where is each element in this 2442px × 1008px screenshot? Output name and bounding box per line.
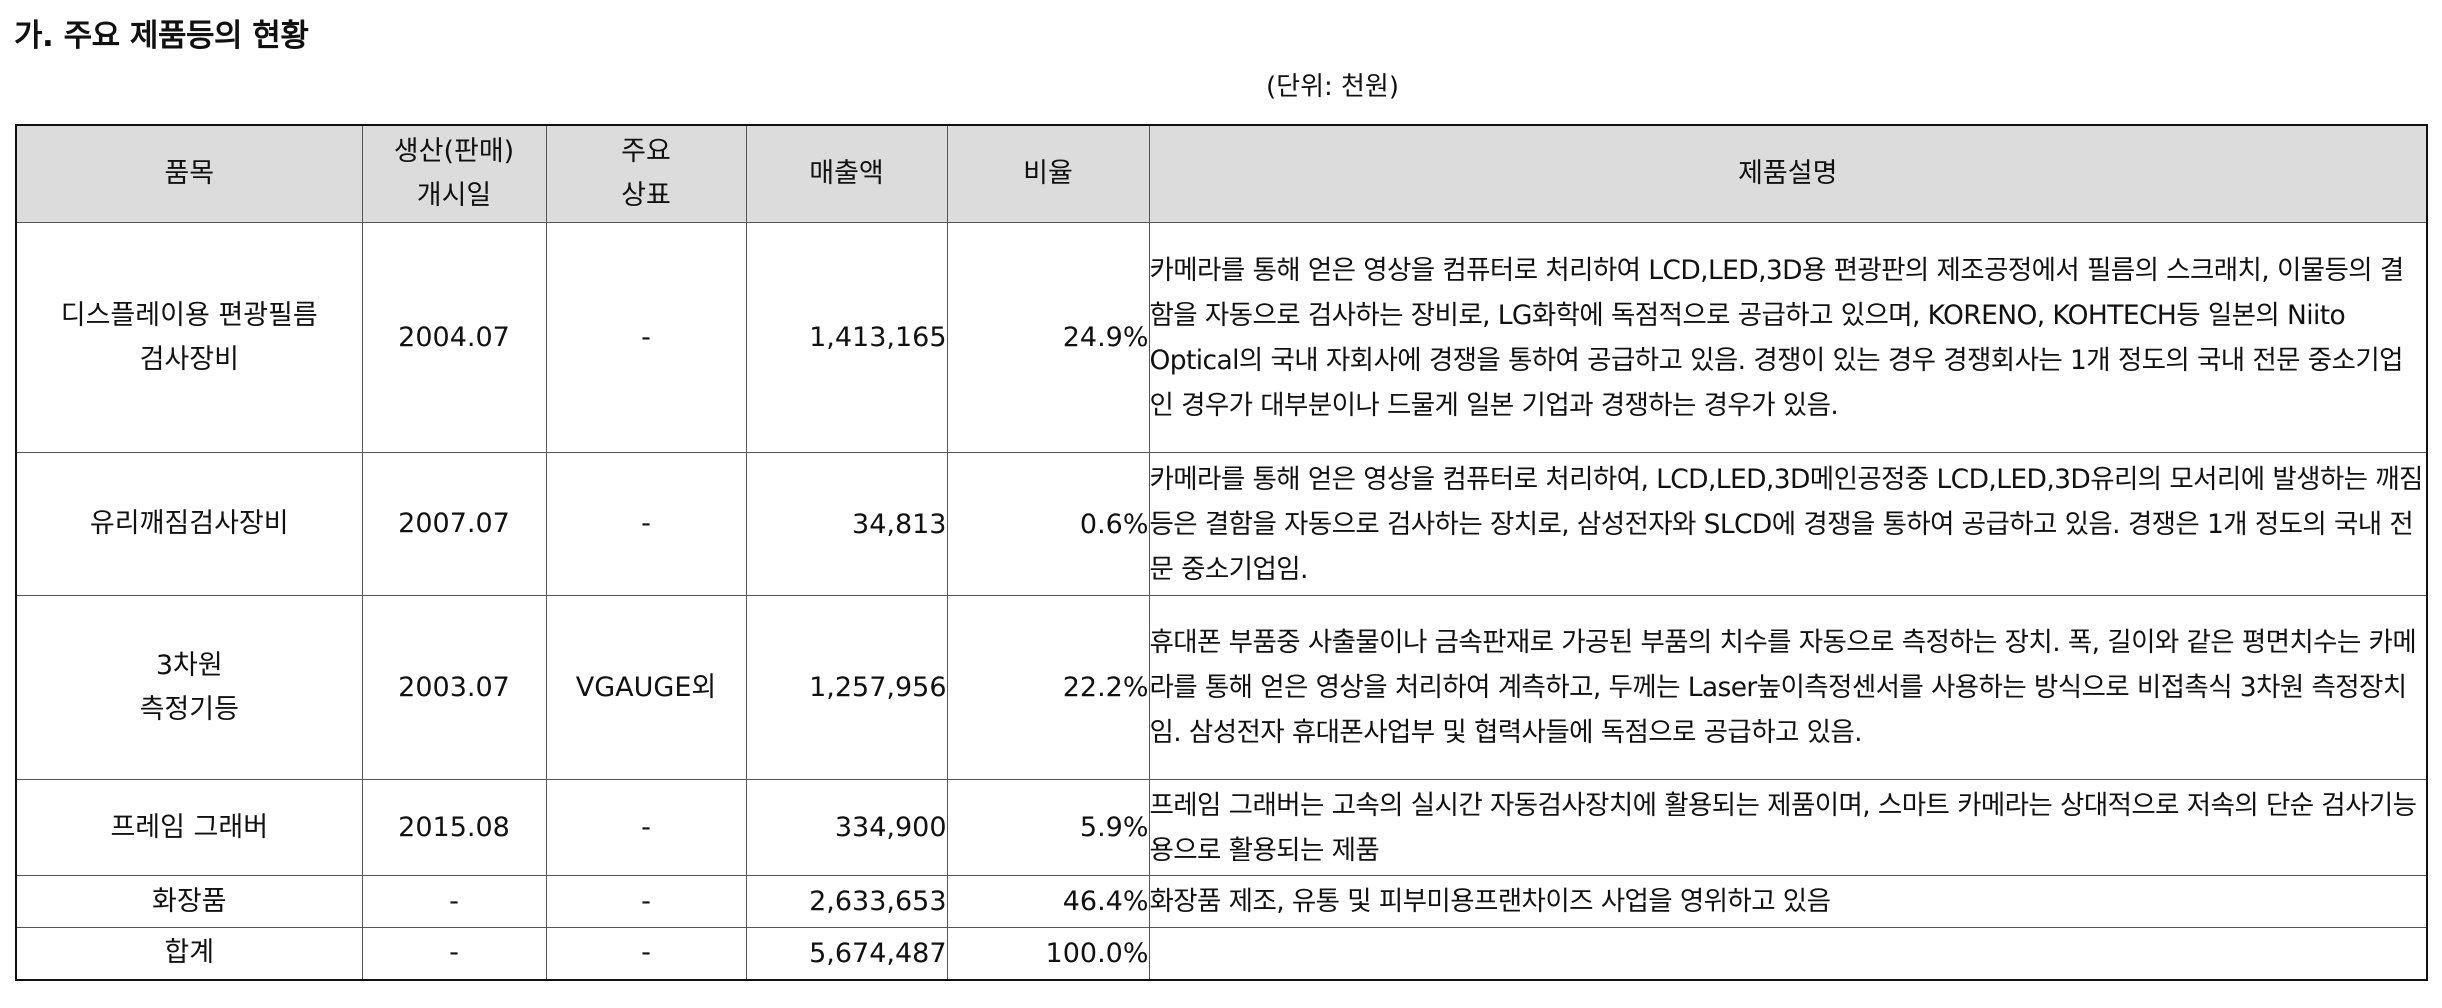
start-date-cell: 2004.07: [361, 222, 547, 453]
header-ratio: 비율: [946, 124, 1150, 223]
sales-cell: 34,813: [745, 452, 948, 596]
sales-cell: 5,674,487: [745, 927, 948, 980]
sales-cell: 1,413,165: [745, 222, 948, 453]
table-row: 유리깨짐검사장비 2007.07 - 34,813 0.6% 카메라를 통해 얻…: [15, 452, 2428, 596]
brand-cell: -: [545, 779, 747, 876]
table-header-row: 품목 생산(판매) 개시일 주요 상표 매출액 비율 제품설명: [15, 124, 2428, 223]
brand-cell: -: [545, 875, 747, 928]
item-name-line1: 유리깨짐검사장비: [89, 508, 289, 539]
item-name-line1: 디스플레이용 편광필름: [60, 299, 318, 331]
ratio-cell: 0.6%: [946, 452, 1150, 596]
header-sales: 매출액: [745, 124, 948, 223]
description-cell: [1148, 927, 2428, 980]
item-name-line2: 검사장비: [139, 343, 239, 375]
sales-cell: 334,900: [745, 779, 948, 876]
header-start-date-line1: 생산(판매): [393, 136, 515, 167]
table-row: 화장품 - - 2,633,653 46.4% 화장품 제조, 유통 및 피부미…: [15, 875, 2428, 928]
brand-cell: -: [545, 452, 747, 596]
header-item: 품목: [15, 124, 363, 223]
brand-cell: -: [545, 927, 747, 980]
ratio-cell: 22.2%: [946, 595, 1150, 780]
item-name-line1: 화장품: [151, 885, 227, 917]
brand-cell: VGAUGE외: [545, 595, 747, 780]
table-row: 디스플레이용 편광필름 검사장비 2004.07 - 1,413,165 24.…: [15, 222, 2428, 453]
unit-note: (단위: 천원): [1266, 72, 1399, 102]
header-brand-line2: 상표: [621, 180, 671, 211]
header-start-date-line2: 개시일: [416, 180, 492, 211]
ratio-cell: 100.0%: [946, 927, 1150, 980]
start-date-cell: 2003.07: [361, 595, 547, 780]
item-name-line2: 측정기등: [139, 693, 239, 725]
table-row: 3차원 측정기등 2003.07 VGAUGE외 1,257,956 22.2%…: [15, 595, 2428, 780]
item-cell: 합계: [15, 927, 363, 980]
header-start-date: 생산(판매) 개시일: [361, 124, 547, 223]
description-cell: 프레임 그래버는 고속의 실시간 자동검사장치에 활용되는 제품이며, 스마트 …: [1148, 779, 2428, 876]
start-date-cell: -: [361, 875, 547, 928]
brand-cell: -: [545, 222, 747, 453]
table-row: 프레임 그래버 2015.08 - 334,900 5.9% 프레임 그래버는 …: [15, 779, 2428, 876]
header-brand-line1: 주요: [621, 136, 671, 167]
start-date-cell: -: [361, 927, 547, 980]
description-cell: 카메라를 통해 얻은 영상을 컴퓨터로 처리하여, LCD,LED,3D메인공정…: [1148, 452, 2428, 596]
description-cell: 카메라를 통해 얻은 영상을 컴퓨터로 처리하여 LCD,LED,3D용 편광판…: [1148, 222, 2428, 453]
header-description: 제품설명: [1148, 124, 2428, 223]
item-cell: 3차원 측정기등: [15, 595, 363, 780]
item-name-line1: 합계: [164, 937, 215, 969]
sales-cell: 1,257,956: [745, 595, 948, 780]
ratio-cell: 24.9%: [946, 222, 1150, 453]
table-total-row: 합계 - - 5,674,487 100.0%: [15, 927, 2428, 980]
header-brand: 주요 상표: [545, 124, 747, 223]
start-date-cell: 2015.08: [361, 779, 547, 876]
ratio-cell: 46.4%: [946, 875, 1150, 928]
start-date-cell: 2007.07: [361, 452, 547, 596]
sales-cell: 2,633,653: [745, 875, 948, 928]
item-cell: 디스플레이용 편광필름 검사장비: [15, 222, 363, 453]
description-cell: 화장품 제조, 유통 및 피부미용프랜차이즈 사업을 영위하고 있음: [1148, 875, 2428, 928]
item-cell: 화장품: [15, 875, 363, 928]
item-cell: 유리깨짐검사장비: [15, 452, 363, 596]
products-table: 품목 생산(판매) 개시일 주요 상표 매출액 비율 제품설명 디스플레이용 편…: [15, 124, 2428, 981]
item-name-line1: 프레임 그래버: [110, 811, 269, 843]
section-title: 가. 주요 제품등의 현황: [14, 18, 309, 54]
description-cell: 휴대폰 부품중 사출물이나 금속판재로 가공된 부품의 치수를 자동으로 측정하…: [1148, 595, 2428, 780]
ratio-cell: 5.9%: [946, 779, 1150, 876]
item-name-line1: 3차원: [155, 649, 223, 681]
item-cell: 프레임 그래버: [15, 779, 363, 876]
